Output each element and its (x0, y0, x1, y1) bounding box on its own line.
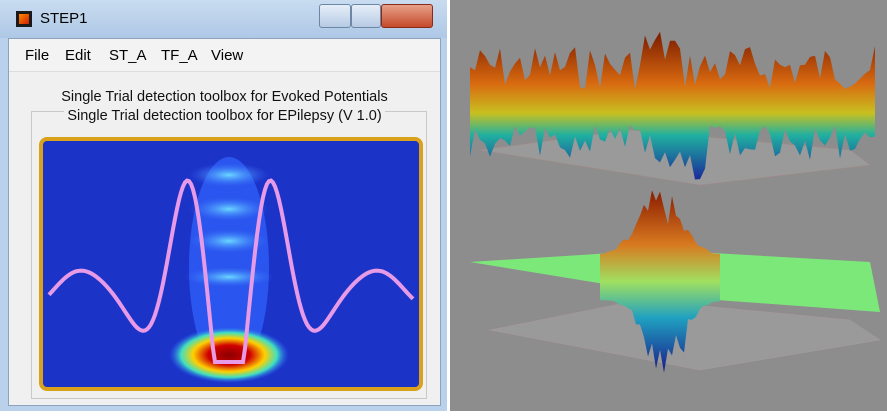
surface-panel (450, 0, 887, 411)
close-button[interactable] (381, 4, 433, 28)
surface-top (470, 31, 875, 180)
surface-bottom (600, 190, 720, 373)
heat-blob (169, 327, 289, 383)
panel-text: Single Trial detection toolbox for Evoke… (61, 89, 388, 105)
menu-item[interactable]: View (211, 47, 244, 64)
app-window: STEP1 File Edit ST_A TF_A View Single Tr… (0, 0, 447, 411)
glow (189, 163, 269, 187)
glow (189, 197, 269, 221)
maximize-button[interactable] (351, 4, 381, 28)
menu-bar: File Edit ST_A TF_A View (9, 39, 440, 72)
glow (189, 229, 269, 253)
title-bar: STEP1 (0, 0, 447, 38)
glow (184, 267, 274, 287)
window-title: STEP1 (40, 10, 88, 27)
minimize-button[interactable] (319, 4, 351, 28)
client-area: File Edit ST_A TF_A View Single Trial de… (8, 38, 441, 406)
wavelet-plot (39, 137, 423, 391)
menu-item[interactable]: TF_A (161, 47, 198, 64)
menu-item[interactable]: ST_A (109, 47, 147, 64)
panel-label: Single Trial detection toolbox for EPile… (64, 108, 385, 124)
menu-item[interactable]: Edit (65, 47, 91, 64)
panel-text: Single Trial detection toolbox for EPile… (9, 108, 440, 124)
app-icon (16, 11, 32, 27)
surface-plots (470, 31, 881, 373)
wavelet-curve (47, 178, 415, 364)
menu-item[interactable]: File (25, 47, 50, 64)
